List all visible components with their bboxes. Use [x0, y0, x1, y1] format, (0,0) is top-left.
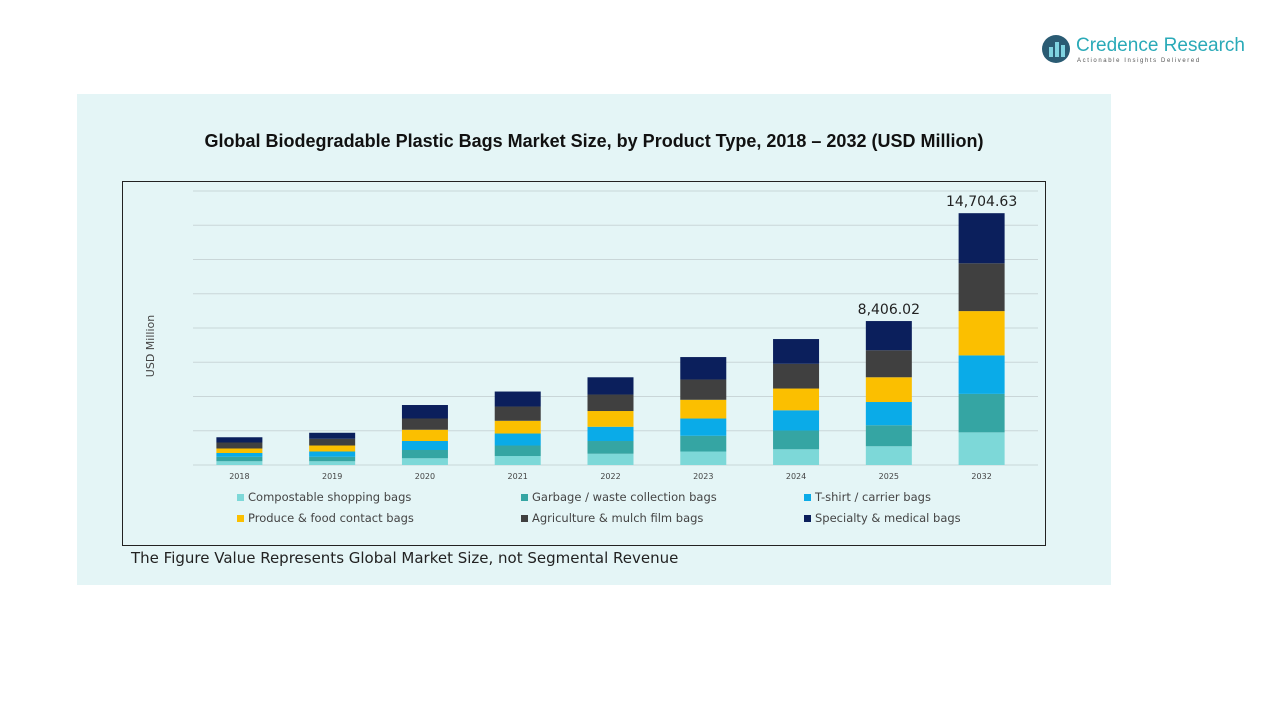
x-tick-label: 2019: [322, 472, 342, 481]
bar-segment: [216, 452, 263, 457]
bar-segment: [680, 357, 727, 380]
legend-swatch: [804, 515, 811, 522]
bar-segment: [958, 355, 1005, 394]
bar-segment: [773, 449, 820, 465]
chart-svg: USD Million 2018 2019 2020 2021 2022 2023 2024 2…: [144, 190, 1038, 525]
x-tick-label: 2025: [879, 472, 899, 481]
chart-frame: USD Million 2018 2019 2020 2021 2022 2023 2024 2…: [122, 181, 1046, 546]
bar-segment: [401, 405, 448, 419]
brand-name: Credence Research: [1076, 35, 1245, 56]
bar-segment: [958, 311, 1005, 356]
bar-segment: [494, 456, 541, 465]
bar-segment: [680, 418, 727, 436]
bar-segment: [401, 418, 448, 430]
bar-segment: [309, 432, 356, 439]
bar-segment: [401, 458, 448, 465]
bar-segment: [309, 456, 356, 462]
bar-segment: [216, 437, 263, 443]
y-axis-label: USD Million: [144, 315, 157, 377]
credence-research-logo: Credence Research Actionable Insights De…: [1042, 35, 1245, 64]
bar-segment: [587, 394, 634, 412]
bar-segment: [865, 402, 912, 426]
bar-segment: [309, 461, 356, 465]
bar-segment: [958, 213, 1005, 264]
bar-segment: [865, 321, 912, 351]
bar-segment: [494, 391, 541, 407]
bar-segment: [773, 410, 820, 431]
brand-tagline: Actionable Insights Delivered: [1077, 58, 1201, 64]
legend-swatch: [521, 515, 528, 522]
bar-segment: [494, 445, 541, 457]
x-tick-label: 2020: [415, 472, 435, 481]
legend-label: Produce & food contact bags: [248, 511, 414, 525]
bar-segment: [587, 453, 634, 465]
bar-segment: [773, 388, 820, 411]
x-tick-label: 2024: [786, 472, 806, 481]
bar-segment: [958, 432, 1005, 465]
legend-label: Agriculture & mulch film bags: [532, 511, 703, 525]
legend-swatch: [237, 494, 244, 501]
x-tick-label: 2032: [971, 472, 991, 481]
bar-segment: [216, 456, 263, 462]
bar-segment: [773, 339, 820, 364]
bar-segment: [587, 441, 634, 454]
bar-segment: [401, 449, 448, 459]
legend-label: T-shirt / carrier bags: [814, 490, 931, 504]
bar-segment: [309, 438, 356, 446]
bar-segment: [865, 350, 912, 378]
bar-segment: [494, 406, 541, 421]
legend-label: Garbage / waste collection bags: [532, 490, 717, 504]
bar-segment: [494, 433, 541, 446]
bar-segment: [958, 393, 1005, 433]
bar-segment: [587, 426, 634, 442]
bar-segment: [216, 442, 263, 449]
bar-segment: [680, 399, 727, 419]
bar-segment: [309, 451, 356, 457]
x-tick-label: 2022: [600, 472, 620, 481]
legend-swatch: [237, 515, 244, 522]
data-label: 8,406.02: [858, 302, 920, 318]
bar-segment: [401, 429, 448, 442]
chart-panel: [77, 94, 1111, 585]
bar-segment: [587, 377, 634, 395]
legend-swatch: [804, 494, 811, 501]
chart-title: Global Biodegradable Plastic Bags Market…: [204, 131, 984, 151]
x-tick-label: 2021: [508, 472, 528, 481]
bar-segment: [680, 451, 727, 465]
bar-segment: [401, 441, 448, 450]
x-tick-label: 2018: [229, 472, 249, 481]
bar-segment: [216, 461, 263, 465]
data-label: 14,704.63: [946, 194, 1017, 210]
bar-segment: [958, 263, 1005, 312]
bar-segment: [773, 430, 820, 450]
bar-segment: [587, 411, 634, 427]
bar-segment: [216, 448, 263, 453]
legend-label: Compostable shopping bags: [248, 490, 411, 504]
x-tick-label: 2023: [693, 472, 713, 481]
bar-segment: [773, 363, 820, 389]
bar-segment: [865, 377, 912, 403]
bar-segment: [309, 445, 356, 452]
legend-swatch: [521, 494, 528, 501]
legend-label: Specialty & medical bags: [815, 511, 961, 525]
footnote: The Figure Value Represents Global Marke…: [131, 549, 679, 567]
bar-segment: [865, 425, 912, 447]
bar-segment: [680, 379, 727, 400]
bar-segment: [865, 446, 912, 465]
bar-segment: [680, 435, 727, 452]
bar-segment: [494, 420, 541, 434]
